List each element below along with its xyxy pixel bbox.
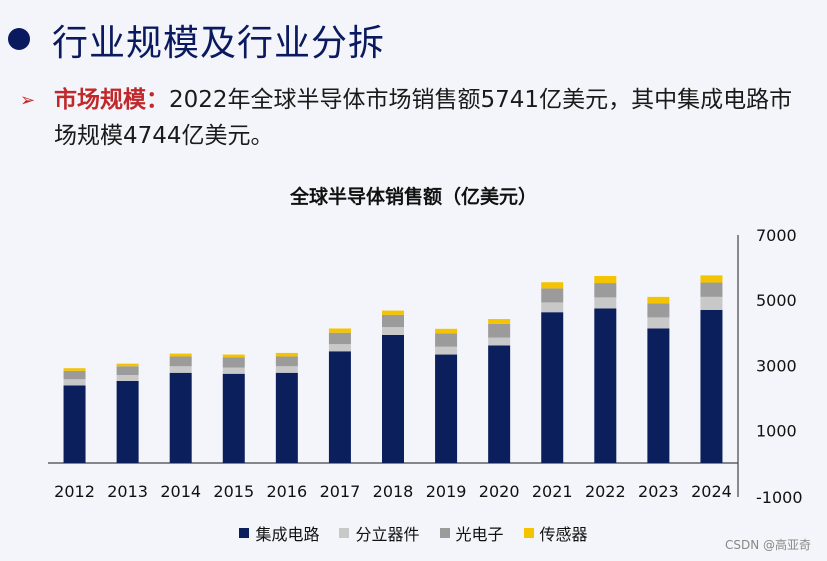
bar-segment	[328, 328, 351, 333]
bar-segment	[647, 303, 670, 318]
bar-segment	[382, 327, 404, 335]
bar-segment	[594, 276, 617, 284]
x-tick-label: 2016	[266, 482, 307, 501]
bar-segment	[116, 366, 139, 376]
bar-segment	[63, 370, 86, 380]
bar-segment	[700, 296, 723, 310]
bar-segment	[435, 333, 458, 347]
bar-segment	[275, 352, 298, 357]
bar-segment	[700, 275, 723, 283]
bar-segment	[382, 334, 404, 463]
bar-segment	[169, 366, 192, 373]
description-lead: 市场规模：	[54, 87, 169, 113]
bar-segment	[594, 297, 617, 309]
legend-label: 集成电路	[255, 525, 320, 544]
bar-segment	[116, 363, 139, 367]
description-body: 2022年全球半导体市场销售额5741亿美元，其中集成电路市场规模4744亿美元…	[54, 87, 793, 149]
x-tick-label: 2015	[213, 482, 254, 501]
bar-segment	[222, 354, 245, 358]
description-text: 市场规模：2022年全球半导体市场销售额5741亿美元，其中集成电路市场规模47…	[54, 82, 814, 154]
legend-label: 光电子	[455, 525, 504, 544]
x-tick-label: 2017	[320, 482, 361, 501]
watermark: CSDN @高亚奇	[724, 538, 811, 552]
bar-segment	[169, 356, 192, 367]
bar-segment	[222, 357, 245, 368]
bar-segment	[594, 308, 617, 463]
y-tick-label: 7000	[756, 226, 797, 245]
legend-item: 传感器	[523, 521, 588, 545]
bar-segment	[541, 302, 564, 313]
bar-segment	[382, 310, 404, 315]
y-tick-label: 3000	[756, 356, 797, 375]
bar-segment	[63, 368, 86, 371]
bar-segment	[488, 323, 511, 338]
bar-segment	[541, 312, 564, 463]
x-tick-label: 2014	[160, 482, 201, 501]
x-tick-label: 2018	[373, 482, 414, 501]
bar-segment	[435, 354, 458, 463]
bar-segment	[435, 328, 458, 334]
bar-segment	[328, 332, 351, 345]
bar-segment	[116, 375, 139, 381]
legend-item: 集成电路	[239, 521, 319, 545]
legend-item: 分立器件	[339, 521, 420, 545]
bar-segment	[328, 344, 351, 352]
y-tick-label: -1000	[756, 488, 803, 507]
bar-segment	[647, 296, 670, 304]
legend-label: 传感器	[539, 525, 588, 544]
x-tick-label: 2024	[691, 482, 732, 501]
bar-segment	[275, 372, 298, 463]
bar-segment	[222, 367, 245, 374]
x-tick-label: 2022	[585, 482, 626, 501]
bar-segment	[541, 282, 564, 289]
legend-swatch	[439, 528, 450, 538]
bar-segment	[700, 309, 723, 463]
legend-swatch	[339, 528, 350, 538]
bar-segment	[169, 372, 192, 463]
x-tick-label: 2020	[479, 482, 520, 501]
bar-segment	[116, 380, 139, 463]
bar-segment	[275, 366, 298, 373]
x-tick-label: 2019	[426, 482, 467, 501]
bar-segment	[647, 328, 670, 463]
y-tick-label: 1000	[756, 421, 797, 440]
x-tick-label: 2013	[107, 482, 148, 501]
bar-segment	[488, 345, 511, 463]
bar-segment	[488, 319, 511, 324]
bar-segment	[63, 379, 86, 386]
bar-segment	[647, 317, 670, 329]
chart-title: 全球半导体销售额（亿美元）	[289, 186, 537, 208]
legend-swatch	[523, 528, 534, 538]
x-tick-label: 2021	[532, 482, 573, 501]
bar-segment	[541, 288, 564, 303]
y-tick-label: 5000	[756, 291, 797, 310]
page-title: 行业规模及行业分拆	[52, 23, 386, 64]
x-tick-label: 2023	[638, 482, 679, 501]
bar-segment	[222, 373, 245, 463]
bar-segment	[382, 314, 404, 328]
bar-segment	[594, 283, 617, 298]
chart-legend: 集成电路 分立器件 光电子 传感器	[0, 521, 827, 545]
bar-segment	[435, 346, 458, 355]
bar-segment	[63, 385, 86, 463]
bar-segment	[700, 282, 723, 297]
legend-swatch	[239, 528, 250, 538]
bar-segment	[328, 351, 351, 463]
title-bullet	[8, 28, 30, 50]
x-tick-label: 2012	[54, 482, 95, 501]
bar-segment	[488, 337, 511, 346]
bar-segment	[169, 353, 192, 357]
bar-segment	[275, 356, 298, 367]
legend-label: 分立器件	[355, 525, 420, 544]
arrow-bullet-icon: ➢	[20, 90, 36, 111]
legend-item: 光电子	[439, 521, 504, 545]
